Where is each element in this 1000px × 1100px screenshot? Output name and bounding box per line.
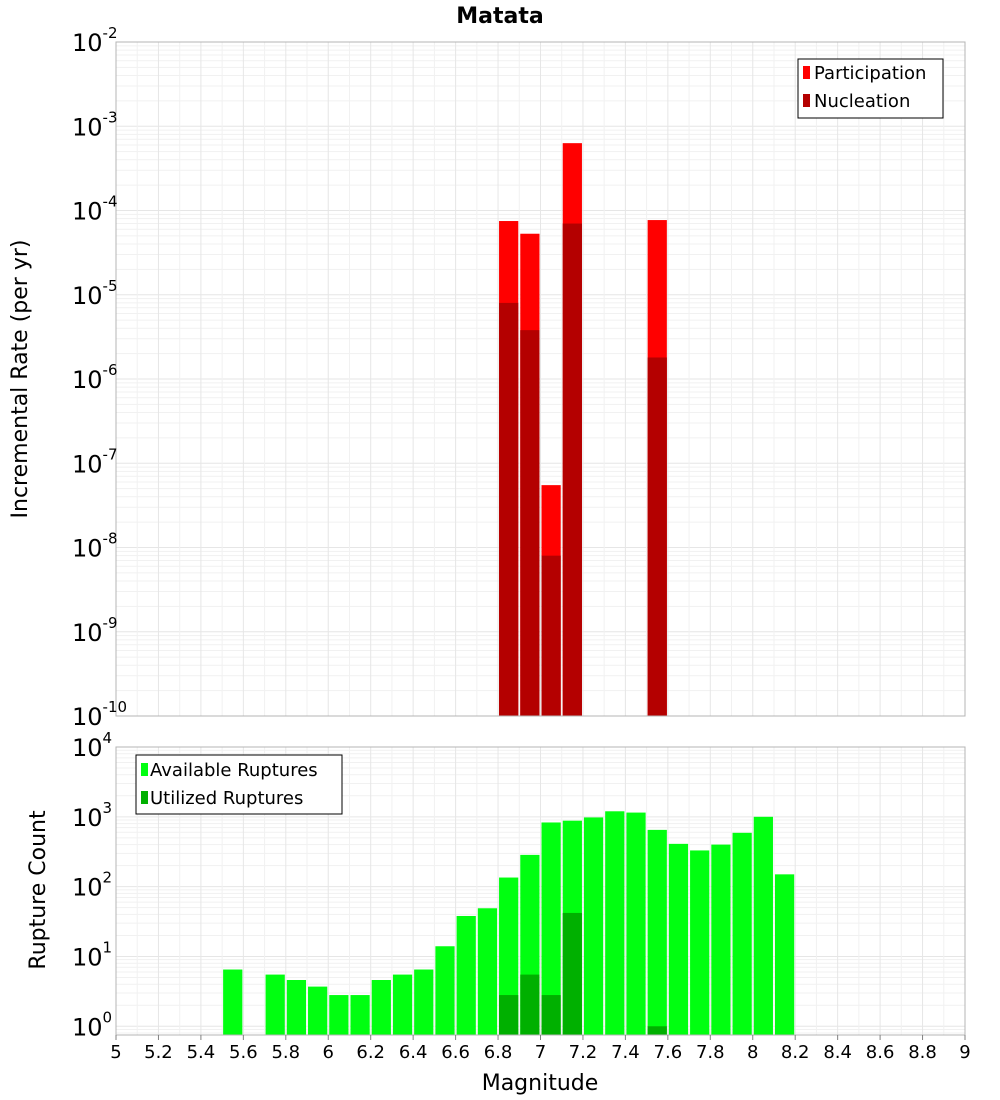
- utilized-ruptures-bar: [562, 912, 582, 1035]
- top-y-axis-label: Incremental Rate (per yr): [8, 240, 33, 519]
- y-tick-label: 10-10: [72, 698, 127, 731]
- available-ruptures-bar: [477, 908, 498, 1035]
- top-legend: Participation Nucleation: [797, 58, 944, 119]
- x-tick-label: 8: [747, 1042, 758, 1063]
- nucleation-bar: [562, 223, 582, 717]
- x-tick-label: 6.8: [484, 1042, 513, 1063]
- y-tick-label: 10-9: [72, 614, 118, 647]
- y-tick-label: 101: [72, 938, 112, 971]
- available-ruptures-bar: [541, 822, 561, 1035]
- nucleation-bar: [520, 330, 540, 716]
- x-tick-label: 5.2: [144, 1042, 173, 1063]
- available-ruptures-bar: [690, 850, 710, 1035]
- bottom-y-axis-ticks: 104 103 102 101 100: [72, 729, 112, 1041]
- y-tick-label: 10-7: [72, 445, 118, 478]
- x-tick-label: 7: [535, 1042, 546, 1063]
- available-ruptures-bar: [668, 843, 689, 1035]
- x-tick-label: 7.8: [696, 1042, 725, 1063]
- x-tick-label: 8.4: [823, 1042, 852, 1063]
- bottom-legend: Available Ruptures Utilized Ruptures: [135, 754, 343, 815]
- available-ruptures-bar: [774, 874, 795, 1035]
- available-ruptures-bar: [435, 946, 455, 1035]
- utilized-ruptures-bar: [541, 995, 561, 1035]
- x-axis-label: Magnitude: [482, 1071, 599, 1096]
- available-ruptures-bar: [753, 816, 773, 1035]
- x-tick-label: 5.6: [229, 1042, 258, 1063]
- top-plot-frame: [115, 41, 966, 717]
- utilized-ruptures-legend-swatch: [141, 791, 148, 804]
- available-ruptures-bar: [392, 974, 413, 1035]
- available-ruptures-bar: [286, 980, 307, 1035]
- y-tick-label: 10-3: [72, 108, 118, 141]
- available-ruptures-bar: [605, 811, 625, 1035]
- nucleation-legend-swatch: [803, 94, 810, 107]
- x-tick-label: 5.8: [271, 1042, 300, 1063]
- y-tick-label: 102: [72, 869, 112, 902]
- y-tick-label: 10-6: [72, 361, 118, 394]
- available-ruptures-bar: [223, 969, 243, 1035]
- x-tick-label: 9: [959, 1042, 970, 1063]
- available-ruptures-bar: [265, 974, 285, 1035]
- available-ruptures-bar: [583, 817, 604, 1035]
- x-tick-label: 5.4: [187, 1042, 216, 1063]
- participation-legend-swatch: [803, 66, 810, 79]
- nucleation-bar: [499, 302, 519, 716]
- available-ruptures-bar: [456, 915, 476, 1035]
- y-tick-label: 104: [72, 729, 112, 762]
- bottom-legend-box: [135, 754, 343, 815]
- top-legend-box: [797, 58, 944, 119]
- x-tick-label: 8.8: [908, 1042, 937, 1063]
- bottom-plot-bars: [223, 811, 795, 1035]
- top-y-axis-ticks: 10-2 10-3 10-4 10-5 10-6 10-7 10-8 10-9 10-10: [72, 24, 127, 731]
- utilized-ruptures-bar: [520, 974, 540, 1035]
- available-ruptures-legend-swatch: [141, 763, 148, 776]
- available-ruptures-bar: [371, 980, 391, 1035]
- x-tick-label: 8.2: [781, 1042, 810, 1063]
- x-tick-label: 5: [110, 1042, 121, 1063]
- y-tick-label: 10-8: [72, 530, 118, 563]
- x-tick-label: 7.6: [654, 1042, 683, 1063]
- available-ruptures-legend-label: Available Ruptures: [150, 760, 318, 781]
- top-plot-grid: [115, 41, 966, 717]
- x-tick-label: 7.2: [569, 1042, 598, 1063]
- utilized-ruptures-bar: [499, 995, 519, 1035]
- x-tick-label: 7.4: [611, 1042, 640, 1063]
- x-tick-label: 6.6: [441, 1042, 470, 1063]
- y-tick-label: 100: [72, 1008, 112, 1041]
- bottom-y-axis-label: Rupture Count: [26, 810, 51, 970]
- y-tick-label: 10-2: [72, 24, 118, 57]
- available-ruptures-bar: [732, 832, 752, 1035]
- available-ruptures-bar: [626, 812, 646, 1035]
- x-tick-label: 8.6: [866, 1042, 895, 1063]
- x-tick-label: 6.2: [356, 1042, 385, 1063]
- top-plot-bars: [499, 143, 667, 717]
- bottom-plot-grid: [115, 746, 966, 1035]
- x-tick-label: 6.4: [399, 1042, 428, 1063]
- x-tick-label: 6: [323, 1042, 334, 1063]
- available-ruptures-bar: [711, 844, 731, 1035]
- y-tick-label: 10-4: [72, 193, 118, 226]
- nucleation-bar: [647, 357, 667, 716]
- utilized-ruptures-bar: [647, 1026, 667, 1035]
- available-ruptures-bar: [308, 986, 328, 1035]
- nucleation-legend-label: Nucleation: [814, 91, 910, 112]
- y-tick-label: 103: [72, 799, 112, 832]
- available-ruptures-bar: [329, 995, 349, 1035]
- chart-title: Matata: [456, 4, 543, 29]
- utilized-ruptures-legend-label: Utilized Ruptures: [150, 788, 303, 809]
- available-ruptures-bar: [414, 969, 434, 1035]
- available-ruptures-bar: [350, 995, 370, 1035]
- participation-legend-label: Participation: [814, 63, 926, 84]
- available-ruptures-bar: [647, 829, 667, 1035]
- y-tick-label: 10-5: [72, 277, 118, 310]
- x-axis-ticks: 5 5.2 5.4 5.6 5.8 6 6.2 6.4 6.6 6.8 7 7.2 7.4 7.6 7.8 8…: [110, 1035, 971, 1063]
- nucleation-bar: [541, 555, 561, 716]
